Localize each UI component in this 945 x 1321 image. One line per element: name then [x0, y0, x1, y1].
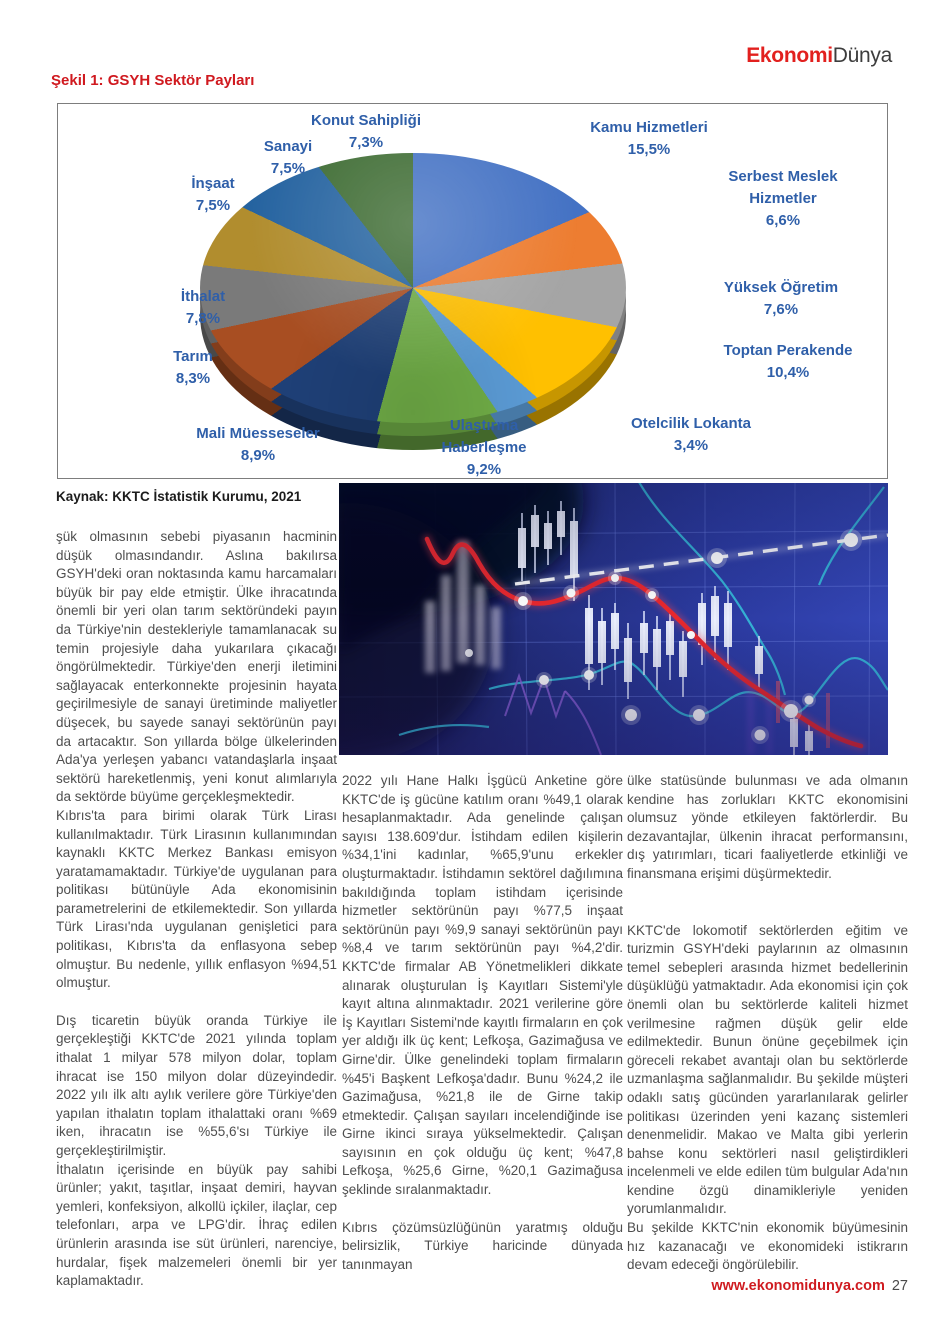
figure-title: Şekil 1: GSYH Sektör Payları — [51, 72, 255, 89]
pie-label-tarim: Tarım 8,3% — [173, 348, 213, 387]
pie-label-insaat: İnşaat 7,5% — [191, 175, 235, 214]
logo-ekonomi: Ekonomi — [746, 44, 833, 67]
magazine-logo: EkonomiDünya — [746, 44, 892, 68]
pie-label-konut: Konut Sahipliği 7,3% — [311, 112, 421, 151]
article-column-left: şük olmasının sebebi piyasanın hacminin … — [56, 528, 337, 1291]
pie-gloss-highlight — [200, 152, 626, 424]
pie-label-yuksek: Yüksek Öğretim 7,6% — [723, 279, 839, 318]
page-footer: www.ekonomidunya.com 27 — [711, 1278, 908, 1294]
pie-label-ulastirma: Ulaştırma Haberleşme 9,2% — [441, 417, 527, 478]
article-column-middle: 2022 yılı Hane Halkı İşgücü Anketine gör… — [342, 772, 623, 1274]
article-paragraph: Bu şekilde KKTC'nin ekonomik büyümesinin… — [627, 1220, 908, 1273]
stock-photo-illustration — [339, 483, 888, 755]
pie-label-mali: Mali Müesseseler 8,9% — [196, 425, 320, 464]
page-number: 27 — [891, 1278, 908, 1294]
pie-label-toptan: Toptan Perakende 10,4% — [723, 342, 853, 381]
source-caption: Kaynak: KKTC İstatistik Kurumu, 2021 — [56, 489, 302, 504]
article-paragraph: Kıbrıs'ta para birimi olarak Türk Lirası… — [56, 807, 337, 991]
pie-label-kamu: Kamu Hizmetleri 15,5% — [590, 119, 708, 158]
article-paragraph: 2022 yılı Hane Halkı İşgücü Anketine gör… — [342, 773, 623, 1198]
pie-chart — [200, 152, 626, 424]
article-paragraph: KKTC'de lokomotif sektörlerden eğitim ve… — [627, 922, 909, 1217]
stock-market-photo — [339, 483, 888, 755]
article-paragraph: Dış ticaretin büyük oranda Türkiye ile g… — [56, 1012, 337, 1158]
pie-label-otelcilik: Otelcilik Lokanta 3,4% — [630, 415, 752, 454]
logo-dunya: Dünya — [832, 44, 893, 67]
pie-label-sanayi: Sanayi 7,5% — [263, 138, 313, 177]
article-paragraph: İthalatın içerisinde en büyük pay sahibi… — [56, 1161, 337, 1289]
footer-url: www.ekonomidunya.com — [711, 1278, 885, 1294]
pie-label-ithalat: İthalat 7,8% — [180, 288, 226, 327]
pie-chart-frame: Kamu Hizmetleri 15,5% Serbest Meslek Hizmet… — [57, 103, 888, 479]
pie-label-serbest: Serbest Meslek Hizmetler 6,6% — [728, 168, 838, 229]
article-paragraph: şük olmasının sebebi piyasanın hacminin … — [56, 529, 337, 805]
article-paragraph: Kıbrıs çözümsüzlüğünün yaratmış olduğu b… — [342, 1219, 623, 1272]
article-paragraph: ülke statüsünde bulunması ve ada olmanın… — [627, 773, 908, 881]
article-column-right: ülke statüsünde bulunması ve ada olmanın… — [627, 772, 908, 1275]
